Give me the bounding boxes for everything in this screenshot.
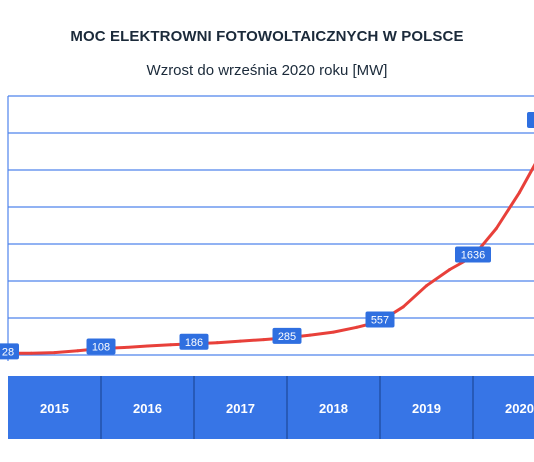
year-band: 2015 2016 2017 2018 2019 2020 [8,376,534,439]
data-point [308,333,312,337]
value-label: 186 [179,333,209,350]
data-point [401,305,405,309]
value-label: 285 [272,327,302,344]
value-label-text: 285 [278,331,296,343]
data-point [215,341,219,345]
value-label-text: 108 [92,341,110,353]
data-points [6,190,521,355]
data-point [76,349,80,353]
value-label-box-cut [527,112,534,128]
year-tick-label: 2019 [412,401,441,416]
data-point [53,351,56,355]
data-point [448,267,452,271]
value-label-box [272,327,302,344]
data-point [122,345,126,349]
value-label-text: 557 [371,314,389,326]
chart-title: MOC ELEKTROWNI FOTOWOLTAICZNYCH W POLSCE [70,28,464,45]
year-tick-label: 2017 [226,401,255,416]
value-label-box [179,333,209,350]
year-tick-label: 2018 [319,401,348,416]
value-label-box [86,338,116,355]
data-point [518,190,521,194]
chart-subtitle: Wzrost do września 2020 roku [MW] [146,62,388,79]
value-label-text: 186 [185,337,203,349]
data-point [239,339,242,343]
value-label: 108 [86,338,116,355]
value-label-text: 1636 [461,249,485,261]
value-labels: 28 108 186 285 557 1636 [0,112,534,360]
data-point [29,351,33,355]
value-label-text: 28 [2,346,14,358]
value-label-box [0,343,19,360]
value-label: 1636 [455,246,491,263]
data-point [494,227,498,231]
value-label-box [365,311,395,328]
grid [7,95,534,361]
data-point [425,284,428,288]
value-label: 557 [365,311,395,328]
data-point [146,344,149,348]
data-point [262,338,266,342]
year-tick-label: 2015 [40,401,69,416]
data-point [355,325,359,329]
value-label-box [455,246,491,263]
value-label: 28 [0,343,19,360]
year-band-bg [8,376,534,439]
data-point [169,343,173,347]
year-tick-label: 2020 [505,401,534,416]
year-tick-label: 2016 [133,401,162,416]
data-point [332,330,335,334]
